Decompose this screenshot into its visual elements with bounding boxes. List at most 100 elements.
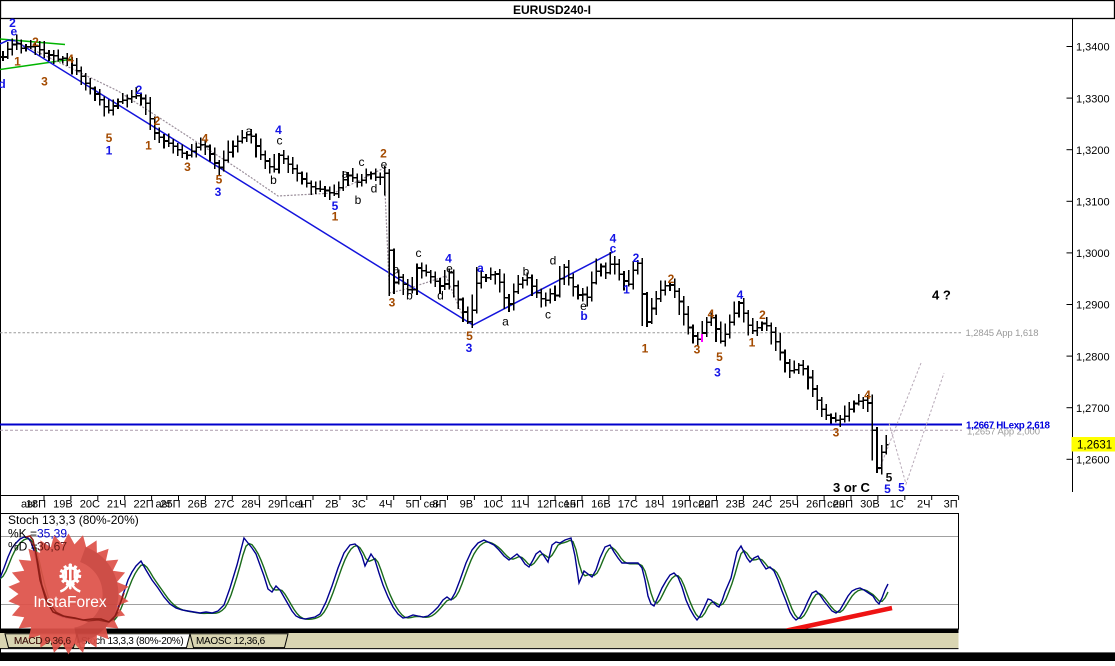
svg-text:4: 4 [67,52,74,66]
svg-text:c: c [610,242,617,256]
svg-text:4 ?: 4 ? [932,288,951,303]
svg-text:2: 2 [668,272,675,286]
svg-text:4: 4 [202,132,209,146]
svg-text:11Ч: 11Ч [511,499,530,511]
svg-text:3С: 3С [352,499,366,511]
svg-text:3: 3 [41,75,48,89]
svg-text:27С: 27С [214,499,234,511]
svg-text:1,2600: 1,2600 [1076,455,1110,467]
svg-text:b: b [406,289,413,303]
svg-text:3 or C: 3 or C [833,480,870,495]
svg-text:1,2631: 1,2631 [1077,440,1112,452]
svg-text:5: 5 [332,199,339,213]
svg-text:3: 3 [466,341,473,355]
svg-text:a: a [502,315,509,329]
svg-text:сен: сен [693,499,711,511]
svg-text:2: 2 [32,35,39,49]
svg-text:авг: авг [21,499,37,511]
svg-text:3: 3 [184,160,191,174]
svg-text:MAOSC 12,36,6: MAOSC 12,36,6 [196,636,266,647]
svg-text:d: d [371,182,378,196]
svg-text:4: 4 [708,307,715,321]
svg-text:5: 5 [716,350,723,364]
svg-text:1,3200: 1,3200 [1076,145,1110,157]
svg-text:c: c [416,246,422,260]
svg-text:1: 1 [623,283,630,297]
svg-text:InstaForex: InstaForex [33,594,106,611]
svg-text:b: b [270,173,277,187]
svg-text:1: 1 [642,342,649,356]
svg-text:9В: 9В [460,499,473,511]
svg-text:35,39: 35,39 [37,527,67,541]
svg-text:20С: 20С [80,499,100,511]
svg-text:4: 4 [737,288,744,302]
svg-text:18Ч: 18Ч [645,499,665,511]
svg-text:24С: 24С [752,499,772,511]
svg-text:e: e [580,299,587,313]
svg-text:d: d [437,289,444,303]
svg-text:22П: 22П [134,499,154,511]
svg-text:e: e [446,262,453,276]
svg-text:e: e [10,25,17,39]
svg-text:19П: 19П [672,499,692,511]
svg-text:5: 5 [886,471,893,485]
svg-text:a: a [246,124,253,138]
svg-text:c: c [277,134,283,148]
svg-text:d: d [550,254,557,268]
svg-text:1,3000: 1,3000 [1076,248,1110,260]
svg-text:10С: 10С [483,499,503,511]
svg-text:3: 3 [215,185,222,199]
svg-text:MACD 9,36,6: MACD 9,36,6 [14,636,71,647]
svg-text:2: 2 [759,308,766,322]
svg-text:1,2900: 1,2900 [1076,300,1110,312]
svg-text:26В: 26В [188,499,208,511]
svg-text:1,2800: 1,2800 [1076,351,1110,363]
svg-text:23В: 23В [726,499,746,511]
svg-text:1,2845 App 1,618: 1,2845 App 1,618 [966,328,1039,339]
svg-text:28Ч: 28Ч [241,499,261,511]
svg-text:1,3300: 1,3300 [1076,93,1110,105]
svg-text:сен: сен [827,499,845,511]
svg-text:4Ч: 4Ч [379,499,392,511]
svg-text:3: 3 [714,366,721,380]
svg-text:2: 2 [633,251,640,265]
svg-text:a: a [393,263,400,277]
svg-text:2В: 2В [325,499,338,511]
svg-text:29П: 29П [268,499,288,511]
svg-text:1: 1 [14,55,21,69]
svg-text:2: 2 [154,114,161,128]
svg-text:17С: 17С [618,499,638,511]
svg-text:25Ч: 25Ч [779,499,799,511]
svg-text:1,2700: 1,2700 [1076,403,1110,415]
svg-text:30,67: 30,67 [37,540,67,554]
svg-text:21Ч: 21Ч [107,499,127,511]
svg-text:b: b [523,265,530,279]
svg-text:2: 2 [136,83,143,97]
svg-text:a: a [342,167,349,181]
svg-text:сен: сен [289,499,307,511]
svg-text:1: 1 [106,144,113,158]
svg-text:b: b [355,193,362,207]
svg-text:4: 4 [864,388,871,402]
svg-text:1С: 1С [890,499,904,511]
svg-text:30В: 30В [860,499,880,511]
svg-text:EURUSD240-I: EURUSD240-I [513,3,591,17]
svg-text:26П: 26П [806,499,826,511]
svg-text:3П: 3П [944,499,958,511]
svg-text:1: 1 [749,336,756,350]
svg-text:e: e [381,158,388,172]
svg-text:c: c [359,155,365,169]
svg-text:сен: сен [424,499,442,511]
svg-text:12П: 12П [537,499,557,511]
svg-text:5П: 5П [406,499,420,511]
svg-text:16В: 16В [591,499,611,511]
svg-text:d: d [0,77,6,91]
svg-text:19В: 19В [53,499,73,511]
svg-text:1,3100: 1,3100 [1076,197,1110,209]
svg-text:c: c [545,308,551,322]
svg-text:1,2667 HLexp 2,618: 1,2667 HLexp 2,618 [966,420,1050,431]
svg-text:Stoch 13,3,3 (80%-20%): Stoch 13,3,3 (80%-20%) [8,513,139,527]
svg-text:1,3400: 1,3400 [1076,42,1110,54]
svg-text:2Ч: 2Ч [917,499,930,511]
svg-text:3: 3 [389,296,396,310]
